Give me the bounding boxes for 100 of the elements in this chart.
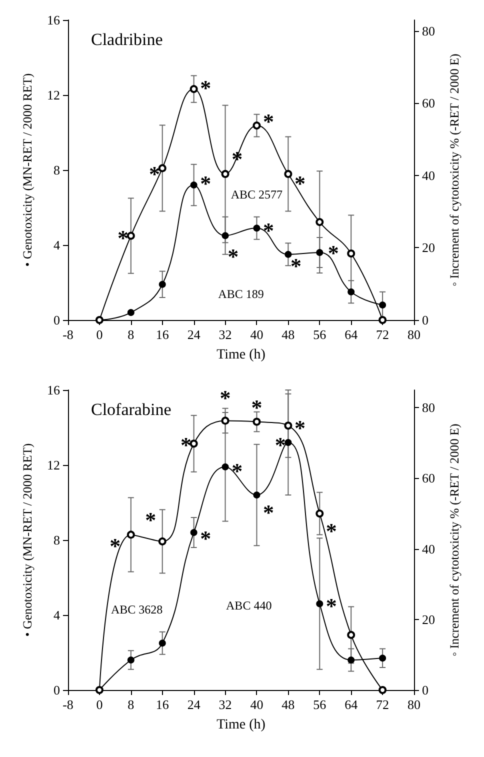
x-tick-label: 56 [313,697,327,712]
y2-tick-label: 60 [422,96,435,111]
annotation: * [251,394,262,420]
point [190,529,198,536]
y2-tick-label: 20 [422,240,435,256]
point [379,654,386,662]
point [253,492,260,498]
point [222,463,229,470]
y-tick-label: 4 [54,608,60,622]
y2-tick-label: 60 [422,470,435,486]
text: Clofarabine [91,400,172,419]
annotation: * [294,171,306,196]
point [158,640,166,647]
point [347,249,356,258]
y2-axis-title: ◦ Increment of cytotoxicity % (-RET / 2000 E) [448,54,462,286]
y-tick-label: 16 [47,12,60,28]
annotation: * [328,240,339,266]
annotation: * [200,526,212,551]
x-axis-title: Time (h) [216,348,266,362]
annotation: ABC 189 [218,286,264,301]
text: Cladribine [91,30,163,49]
annotation: * [290,254,302,278]
y2-tick-label: 40 [422,168,435,183]
point [126,530,135,539]
y2-axis-title: ◦ Increment of cytotoxicity % (-RET / 2000 E) [448,424,462,656]
annotation: * [294,415,306,440]
x-tick-label: 56 [313,327,327,342]
y-tick-label: 8 [54,532,60,548]
point [222,232,229,240]
y2-tick-label: 80 [422,400,435,416]
x-tick-label: 0 [96,327,103,342]
annotation: * [110,534,121,558]
point [190,182,198,188]
point [316,249,324,256]
x-tick-label: 24 [187,327,201,342]
annotation: * [274,432,286,458]
point [284,422,292,430]
x-tick-label: 16 [156,697,170,712]
x-tick-label: 40 [250,327,264,342]
annotation: ABC 440 [226,598,272,613]
annotation: * [118,225,129,250]
x-tick-label: 48 [282,697,295,712]
annotation: * [180,432,192,458]
x-tick-label: 32 [218,697,232,712]
y-axis-title: • Genotoxicity (MN-RET / 2000 RET) [20,443,34,637]
x-tick-label: -8 [62,697,74,712]
x-tick-label: 64 [344,697,358,712]
annotation: * [263,500,274,525]
point [284,250,292,258]
annotation: * [326,594,337,618]
point [127,656,134,664]
point [190,440,198,448]
y-tick-label: 4 [54,238,60,252]
point [316,600,324,608]
x-tick-label: 64 [344,327,358,342]
point [379,302,386,308]
y-tick-label: 12 [47,458,60,472]
x-axis-title: Time (h) [216,718,266,732]
point [252,122,261,130]
x-tick-label: 8 [128,697,134,712]
annotation: * [220,385,231,410]
x-tick-label: 16 [156,327,170,342]
x-tick-label: 32 [218,327,232,342]
point [190,85,198,94]
point [347,630,356,639]
annotation: * [263,109,274,134]
point [158,537,166,546]
y-tick-label: 0 [54,312,60,328]
x-tick-label: 72 [376,697,390,712]
y-tick-label: 16 [47,382,60,398]
point [252,418,261,426]
x-tick-label: 48 [282,327,295,342]
annotation: * [145,507,156,532]
x-tick-label: 40 [250,697,264,712]
y2-tick-label: 80 [422,23,435,38]
annotation: * [326,518,337,544]
point [221,170,230,178]
point [127,309,134,316]
point [316,218,324,226]
annotation: ABC 2577 [230,187,283,202]
x-tick-label: 80 [408,327,420,342]
annotation: * [149,162,160,187]
y2-tick-label: 0 [422,682,428,698]
point [316,510,324,518]
annotation: ABC 3628 [110,602,163,616]
point [158,164,166,172]
point [284,170,292,178]
x-tick-label: 72 [376,327,390,342]
annotation: * [263,218,274,243]
point [284,439,292,446]
x-tick-label: 8 [128,327,134,342]
point [253,224,260,232]
annotation: * [228,244,239,270]
annotation: * [232,458,243,484]
point [221,416,230,425]
y-tick-label: 12 [47,88,60,102]
point [348,288,355,296]
x-tick-label: 24 [187,697,201,712]
y2-tick-label: 20 [422,612,435,627]
annotation: * [200,171,212,196]
